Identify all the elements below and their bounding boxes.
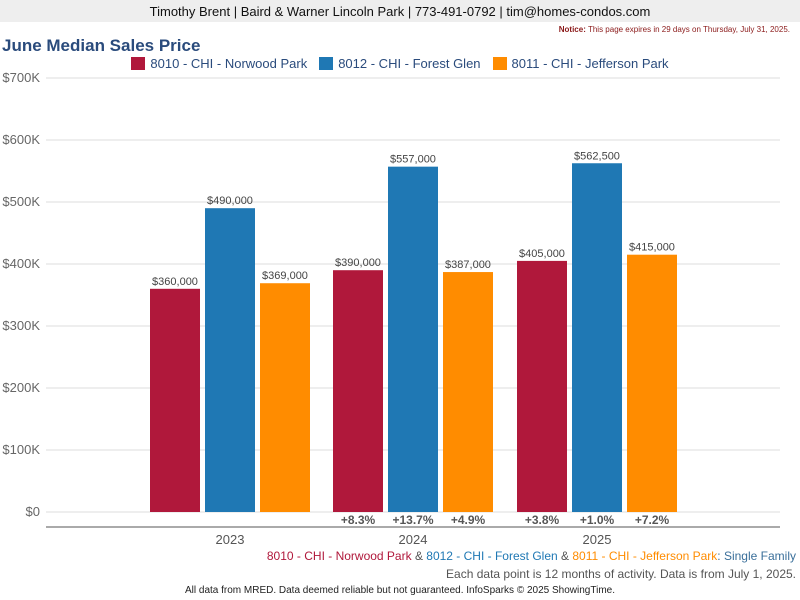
y-tick-label: $600K [2, 132, 40, 147]
data-label: $360,000 [152, 276, 198, 288]
bar[interactable] [517, 260, 567, 512]
change-label: +13.7% [392, 513, 433, 527]
bar[interactable] [150, 288, 200, 512]
bar[interactable] [388, 166, 438, 512]
legend-label: 8012 - CHI - Forest Glen [338, 56, 481, 71]
chart-legend: 8010 - CHI - Norwood Park 8012 - CHI - F… [0, 56, 800, 71]
x-tick-label: 2024 [399, 532, 428, 547]
contact-header: Timothy Brent | Baird & Warner Lincoln P… [0, 0, 800, 22]
bar[interactable] [205, 208, 255, 512]
data-label: $369,000 [262, 270, 308, 282]
y-tick-label: $300K [2, 318, 40, 333]
series-description: 8010 - CHI - Norwood Park & 8012 - CHI -… [267, 549, 796, 563]
data-label: $562,500 [574, 150, 620, 162]
bar[interactable] [627, 254, 677, 512]
data-label: $557,000 [390, 154, 436, 166]
change-label: +1.0% [580, 513, 615, 527]
legend-item-norwood-park[interactable]: 8010 - CHI - Norwood Park [131, 56, 307, 71]
legend-item-forest-glen[interactable]: 8012 - CHI - Forest Glen [319, 56, 481, 71]
footer-series-jefferson-park: 8011 - CHI - Jefferson Park [572, 549, 718, 563]
data-label: $490,000 [207, 195, 253, 207]
legend-swatch [492, 57, 507, 70]
disclaimer: All data from MRED. Data deemed reliable… [184, 585, 615, 596]
data-label: $387,000 [445, 259, 491, 271]
legend-label: 8010 - CHI - Norwood Park [150, 56, 308, 71]
x-tick-label: 2025 [583, 532, 612, 547]
legend-label: 8011 - CHI - Jefferson Park [511, 56, 669, 71]
change-label: +4.9% [451, 513, 486, 527]
data-label: $415,000 [629, 242, 675, 254]
change-label: +3.8% [525, 513, 560, 527]
y-tick-label: $200K [2, 380, 40, 395]
legend-swatch [319, 57, 334, 70]
footer-series-forest-glen: 8012 - CHI - Forest Glen [426, 549, 558, 563]
bar[interactable] [572, 163, 622, 512]
change-label: +7.2% [635, 513, 670, 527]
activity-note: Each data point is 12 months of activity… [446, 567, 796, 581]
change-label: +8.3% [341, 513, 376, 527]
footer-ampersand: & [411, 549, 427, 563]
data-label: $405,000 [519, 248, 565, 260]
x-tick-label: 2023 [216, 532, 245, 547]
legend-swatch [131, 57, 146, 70]
chart-title: June Median Sales Price [2, 36, 201, 55]
legend-item-jefferson-park[interactable]: 8011 - CHI - Jefferson Park [492, 56, 669, 71]
expiry-notice: Notice: This page expires in 29 days on … [559, 25, 790, 34]
y-tick-label: $700K [2, 70, 40, 85]
bar[interactable] [333, 270, 383, 512]
bar[interactable] [443, 272, 493, 512]
footer-series-norwood-park: 8010 - CHI - Norwood Park [266, 549, 412, 563]
bar[interactable] [260, 283, 310, 512]
y-tick-label: $0 [26, 504, 40, 519]
data-label: $390,000 [335, 257, 381, 269]
y-tick-label: $500K [2, 194, 40, 209]
notice-text: This page expires in 29 days on Thursday… [587, 25, 790, 34]
y-tick-label: $400K [2, 256, 40, 271]
y-tick-label: $100K [2, 442, 40, 457]
footer-ampersand: & [557, 549, 573, 563]
notice-label: Notice: [558, 25, 586, 34]
footer-property-type: : Single Family [717, 549, 796, 563]
